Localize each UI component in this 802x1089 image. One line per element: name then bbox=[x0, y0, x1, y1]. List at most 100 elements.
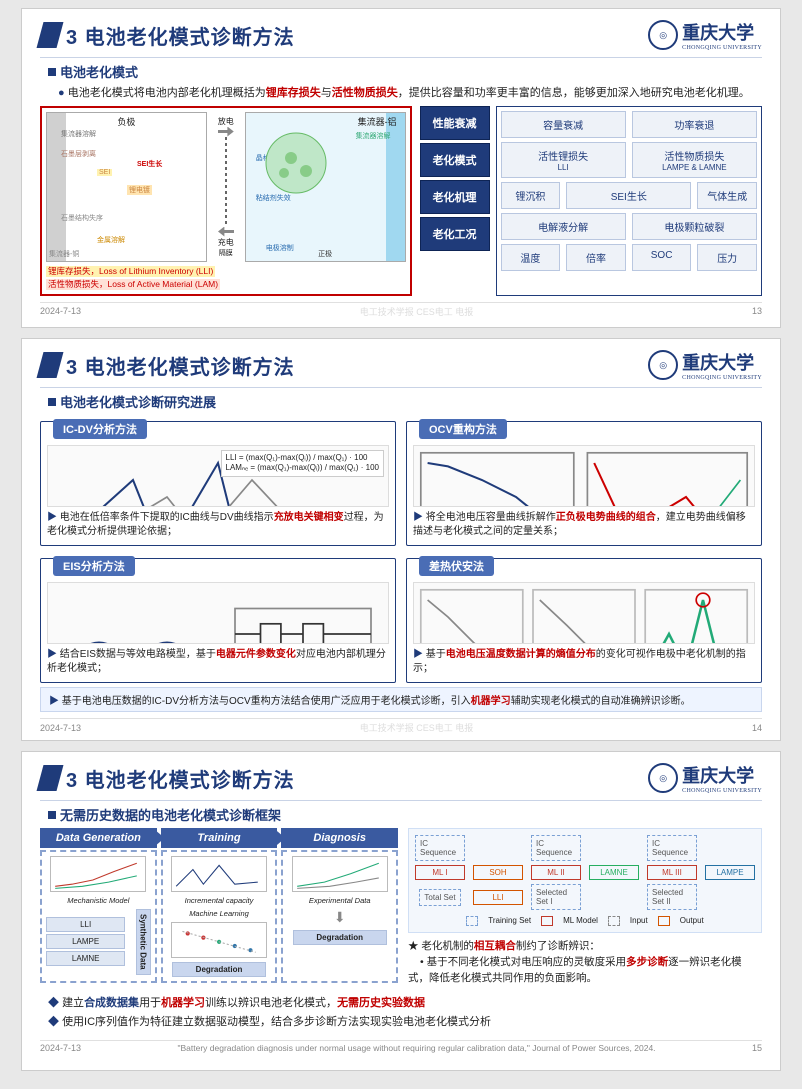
separator-label: 隔膜 bbox=[219, 248, 233, 258]
flow-body-row: Mechanistic Model LLI LAMPE LAMNE Synthe… bbox=[40, 850, 398, 983]
chip-degradation2: Degradation bbox=[293, 930, 387, 945]
footer-citation: "Battery degradation diagnosis under nor… bbox=[81, 1043, 752, 1053]
title-wrap: 3 电池老化模式诊断方法 bbox=[40, 21, 295, 50]
flow-header-row: Data Generation Training Diagnosis bbox=[40, 828, 398, 848]
ocv-curve-icon bbox=[414, 446, 754, 507]
slide-footer: 2024-7-13 电工技术学报 CES电工 电报 13 bbox=[40, 302, 762, 318]
chip-lampe: LAMPE bbox=[46, 934, 125, 949]
slide-footer: 2024-7-13 电工技术学报 CES电工 电报 14 bbox=[40, 718, 762, 734]
panel-title-eis: EIS分析方法 bbox=[53, 556, 135, 576]
exp-chart bbox=[292, 856, 388, 892]
slide1-body: 负极 集流器溶解 石墨层剥离 SEI SEI生长 锂电镀 石墨结构失序 金属溶解… bbox=[40, 106, 762, 296]
rf-ml1: ML I bbox=[415, 865, 465, 880]
flow-h-diagnosis: Diagnosis bbox=[281, 828, 398, 848]
slide3-conclusions: ◆ 建立合成数据集用于机器学习训练以辨识电池老化模式，无需历史实验数据 ◆ 使用… bbox=[40, 992, 762, 1033]
divider bbox=[40, 800, 762, 801]
dtv-curve-icon bbox=[414, 583, 754, 644]
divider bbox=[40, 57, 762, 58]
subhead-text: 无需历史数据的电池老化模式诊断框架 bbox=[60, 805, 281, 824]
icdv-text: ▶ 电池在低倍率条件下提取的IC曲线与DV曲线指示充放电关键相变过程，为老化模式… bbox=[47, 511, 389, 539]
separator-line bbox=[225, 137, 227, 227]
rf-ic1: IC Sequence bbox=[415, 835, 465, 861]
flow-h-training: Training bbox=[161, 828, 278, 848]
navy-perf: 性能衰减 bbox=[420, 106, 490, 140]
method-grid: IC-DV分析方法 LLI = (max(Q₁)-max(Qᵢ)) / max(… bbox=[40, 415, 762, 683]
panel-title-ocv: OCV重构方法 bbox=[419, 419, 507, 439]
box-electrolyte: 电解液分解 bbox=[501, 213, 626, 240]
slide-header: 3 电池老化模式诊断方法 ◎ 重庆大学 CHONGQING UNIVERSITY bbox=[40, 19, 762, 51]
rf-ic2: IC Sequence bbox=[531, 835, 581, 861]
mechanism-diagram-frame: 负极 集流器溶解 石墨层剥离 SEI SEI生长 锂电镀 石墨结构失序 金属溶解… bbox=[40, 106, 412, 296]
lg-train: Training Set bbox=[488, 916, 531, 926]
cathode-particles-icon bbox=[246, 113, 406, 262]
box-lli: 活性锂损失LLI bbox=[501, 142, 626, 178]
ic-chart bbox=[171, 856, 267, 892]
lg-input: Input bbox=[630, 916, 648, 926]
panel-icdv: IC-DV分析方法 LLI = (max(Q₁)-max(Qᵢ)) / max(… bbox=[40, 421, 396, 546]
uni-name: 重庆大学 bbox=[682, 349, 762, 375]
intro-bullet: ● 电池老化模式将电池内部老化机理概括为锂库存损失与活性物质损失，提供比容量和功… bbox=[58, 85, 762, 102]
slide-title: 3 电池老化模式诊断方法 bbox=[66, 764, 295, 793]
conclusion-1: ◆ 建立合成数据集用于机器学习训练以辨识电池老化模式，无需历史实验数据 bbox=[48, 994, 754, 1013]
hierarchy-panel: 性能衰减 老化模式 老化机理 老化工况 容量衰减 功率衰退 活性锂损失LLI 活… bbox=[420, 106, 762, 296]
uni-logo-icon: ◎ bbox=[648, 20, 678, 50]
university-badge: ◎ 重庆大学 CHONGQING UNIVERSITY bbox=[648, 762, 762, 794]
box-power-fade: 功率衰退 bbox=[632, 111, 757, 138]
arrow-right-icon bbox=[218, 127, 234, 137]
university-badge: ◎ 重庆大学 CHONGQING UNIVERSITY bbox=[648, 349, 762, 381]
dtv-text: ▶ 基于电池电压温度数据计算的熵值分布的变化可视作电极中老化机制的指示； bbox=[413, 648, 755, 676]
slide-15: 3 电池老化模式诊断方法 ◎ 重庆大学 CHONGQING UNIVERSITY… bbox=[21, 751, 781, 1071]
slide-13: 3 电池老化模式诊断方法 ◎ 重庆大学 CHONGQING UNIVERSITY… bbox=[21, 8, 781, 328]
section-subhead: 无需历史数据的电池老化模式诊断框架 bbox=[48, 805, 762, 824]
ic-label: Incremental capacity bbox=[185, 896, 254, 905]
chip-lamne: LAMNE bbox=[46, 951, 125, 966]
uni-name: 重庆大学 bbox=[682, 762, 762, 788]
flow-col-diagnosis: Experimental Data ⬇ Degradation bbox=[281, 850, 398, 983]
chip-lli: LLI bbox=[46, 917, 125, 932]
eq-lli: LLI = (max(Q₁)-max(Qᵢ)) / max(Q₁) · 100 bbox=[226, 453, 380, 463]
lg-ml: ML Model bbox=[563, 916, 598, 926]
panel-eis: EIS分析方法 ▶ 结合EIS数据与等效电路模型，基于电器元件参数变化对应电池内… bbox=[40, 558, 396, 683]
lbl-cu-collector: 集流器-铜 bbox=[49, 249, 79, 259]
rf-sel1: Selected Set I bbox=[531, 884, 581, 910]
bullet-pre: 电池老化模式将电池内部老化机理概括为 bbox=[68, 87, 266, 99]
uni-subtitle: CHONGQING UNIVERSITY bbox=[682, 788, 762, 794]
multistep-text: ★ 老化机制的相互耦合制约了诊断辨识： • 基于不同老化模式对电压响应的灵敏度采… bbox=[408, 939, 762, 986]
uni-logo-icon: ◎ bbox=[648, 350, 678, 380]
conclusion-2: ◆ 使用IC序列值作为特征建立数据驱动模型，结合多步诊断方法实现实验电池老化模式… bbox=[48, 1013, 754, 1032]
arrow-left-icon bbox=[218, 227, 234, 237]
rf-ic3: IC Sequence bbox=[647, 835, 697, 861]
grid-boxes: 容量衰减 功率衰退 活性锂损失LLI 活性物质损失LAMPE & LAMNE 锂… bbox=[496, 106, 762, 296]
footer-date: 2024-7-13 bbox=[40, 1043, 81, 1053]
caption-lam: 活性物质损失，Loss of Active Material (LAM) bbox=[46, 279, 220, 290]
uni-subtitle: CHONGQING UNIVERSITY bbox=[682, 45, 762, 51]
rf-sel2: Selected Set II bbox=[647, 884, 697, 910]
caption-lli: 锂库存损失，Loss of Lithium Inventory (LLI) bbox=[46, 266, 215, 277]
box-li-deposit: 锂沉积 bbox=[501, 182, 561, 209]
uni-logo-icon: ◎ bbox=[648, 763, 678, 793]
discharge-label: 放电 bbox=[218, 116, 234, 127]
icdv-chart: LLI = (max(Q₁)-max(Qᵢ)) / max(Q₁) · 100 … bbox=[47, 445, 389, 507]
bullet-post: ，提供比容量和功率更丰富的信息，能够更加深入地研究电池老化机理。 bbox=[398, 87, 750, 99]
rf-ml2: ML II bbox=[531, 865, 581, 880]
ml-label: Machine Learning bbox=[189, 909, 249, 918]
bullet-key2: 活性物质损失 bbox=[332, 87, 398, 99]
cell-diagram: 负极 集流器溶解 石墨层剥离 SEI SEI生长 锂电镀 石墨结构失序 金属溶解… bbox=[46, 112, 406, 262]
lbl-sei-growth: SEI生长 bbox=[137, 159, 162, 169]
icdv-equations: LLI = (max(Q₁)-max(Qᵢ)) / max(Q₁) · 100 … bbox=[221, 450, 385, 477]
footer-page: 15 bbox=[752, 1043, 762, 1053]
mech-model-chart bbox=[50, 856, 146, 892]
title-accent bbox=[37, 22, 64, 48]
lbl-sei: SEI bbox=[97, 169, 112, 176]
ocv-text: ▶ 将全电池电压容量曲线拆解作正负极电势曲线的组合，建立电势曲线偏移描述与老化模… bbox=[413, 511, 755, 539]
rf-soh: SOH bbox=[473, 865, 523, 880]
eis-curve-icon bbox=[48, 583, 388, 644]
box-gas: 气体生成 bbox=[697, 182, 757, 209]
flow-col-datagen: Mechanistic Model LLI LAMPE LAMNE Synthe… bbox=[40, 850, 157, 983]
uni-name: 重庆大学 bbox=[682, 19, 762, 45]
divider bbox=[40, 387, 762, 388]
rf-legend: Training Set ML Model Input Output bbox=[466, 916, 703, 926]
anode-title: 负极 bbox=[117, 115, 135, 128]
arrow-down-icon: ⬇ bbox=[334, 909, 346, 926]
multistep-flow: IC Sequence IC Sequence IC Sequence ML I… bbox=[408, 828, 762, 933]
